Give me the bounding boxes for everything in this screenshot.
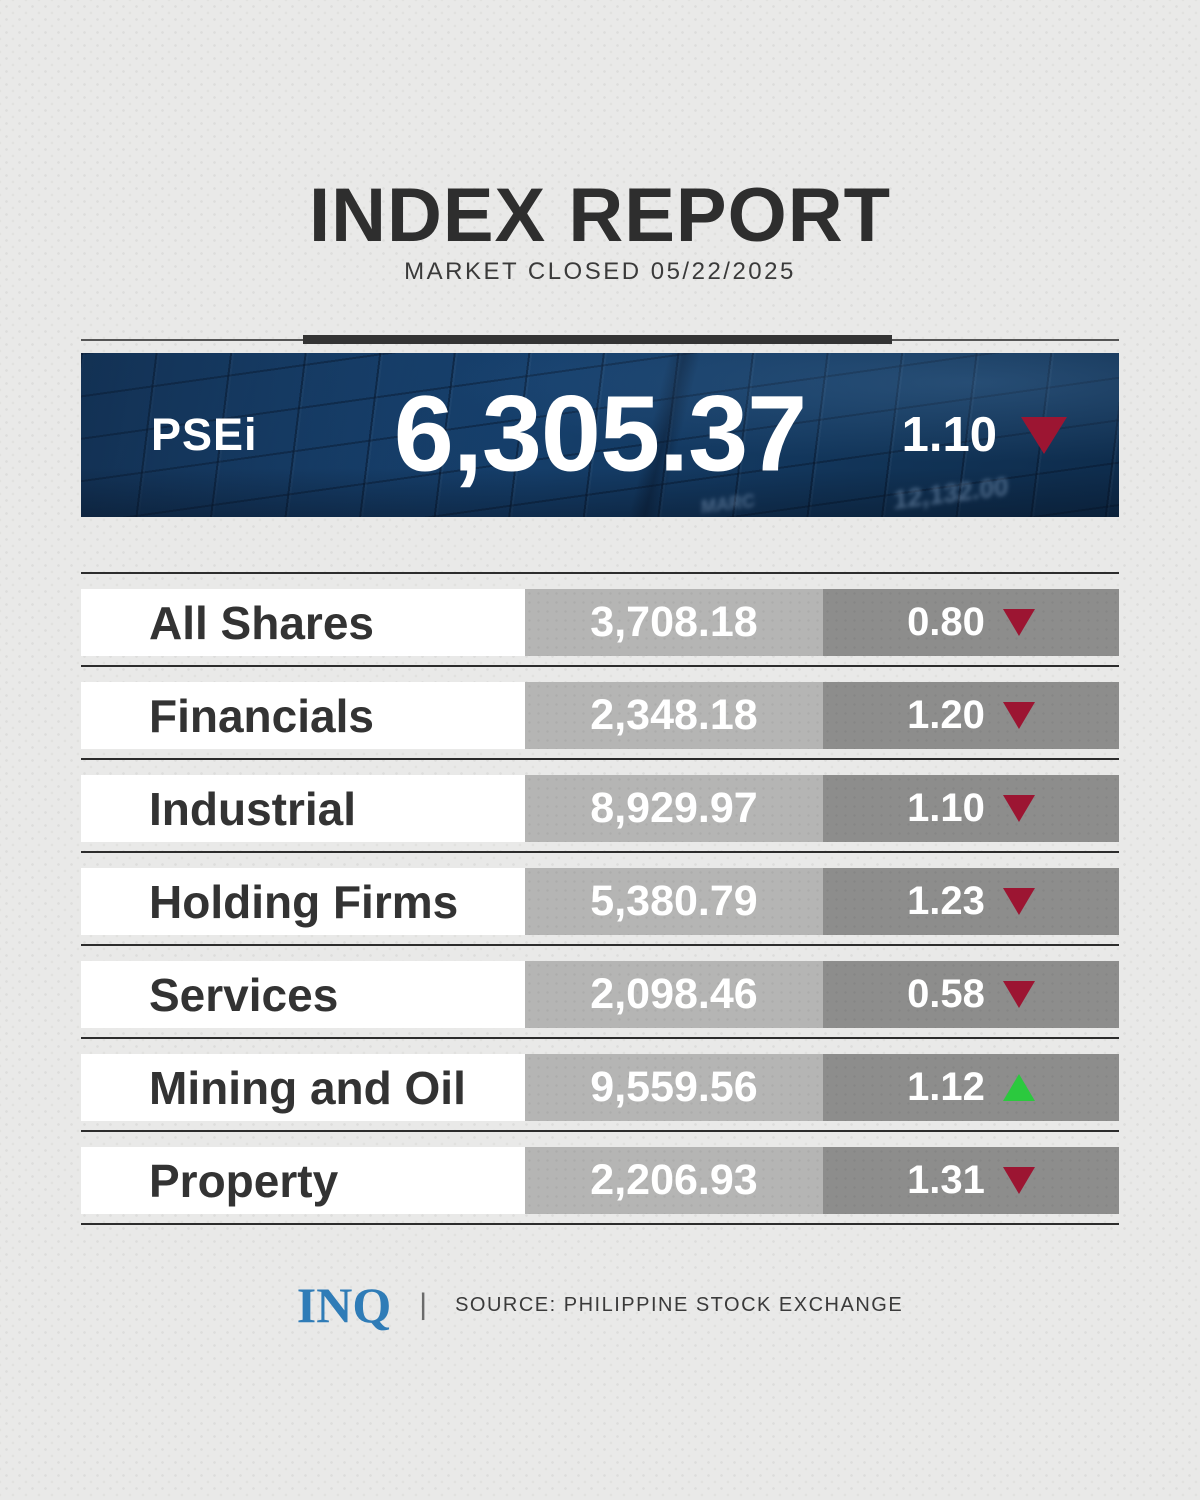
change-direction-icon — [1002, 981, 1035, 1008]
change-direction-icon — [1021, 416, 1067, 454]
row-separator — [81, 1130, 1119, 1132]
index-name: Financials — [149, 689, 374, 742]
row-separator — [81, 944, 1119, 946]
index-change-cell: 1.23 — [823, 868, 1119, 935]
index-value: 3,708.18 — [590, 598, 758, 646]
index-name-cell: Services — [81, 961, 525, 1028]
psei-label: PSEi — [151, 409, 258, 460]
index-change-cell: 1.31 — [823, 1147, 1119, 1214]
psei-change: 1.10 — [902, 407, 1067, 463]
index-name: Services — [149, 968, 339, 1021]
table-row: Holding Firms 5,380.79 1.23 — [81, 868, 1119, 935]
index-name-cell: Financials — [81, 682, 525, 749]
index-value: 2,206.93 — [590, 1156, 758, 1204]
row-separator — [81, 665, 1119, 667]
index-name: Holding Firms — [149, 875, 459, 928]
footer-divider: | — [419, 1288, 428, 1321]
row-separator — [81, 572, 1119, 574]
change-direction-icon — [1002, 702, 1035, 729]
index-change: 0.58 — [907, 972, 985, 1016]
page-title: INDEX REPORT — [308, 173, 892, 258]
change-direction-icon — [1002, 888, 1035, 915]
row-separator — [81, 758, 1119, 760]
table-row: Financials 2,348.18 1.20 — [81, 682, 1119, 749]
index-value: 5,380.79 — [590, 877, 758, 925]
index-value-cell: 9,559.56 — [525, 1054, 823, 1121]
index-change: 1.10 — [907, 786, 985, 830]
row-separator — [81, 1037, 1119, 1039]
index-value: 8,929.97 — [590, 784, 758, 832]
index-name: Industrial — [149, 782, 357, 835]
index-change: 1.23 — [907, 879, 985, 923]
index-value-cell: 2,348.18 — [525, 682, 823, 749]
index-name: Property — [149, 1154, 339, 1207]
index-name-cell: Industrial — [81, 775, 525, 842]
index-name: Mining and Oil — [149, 1061, 466, 1114]
header-accent-bar — [303, 335, 892, 344]
footer: INQ | SOURCE: PHILIPPINE STOCK EXCHANGE — [0, 1276, 1200, 1334]
table-row: Property 2,206.93 1.31 — [81, 1147, 1119, 1214]
index-name-cell: Mining and Oil — [81, 1054, 525, 1121]
index-name-cell: All Shares — [81, 589, 525, 656]
index-change: 1.12 — [907, 1065, 985, 1109]
index-change: 1.20 — [907, 693, 985, 737]
index-value: 2,098.46 — [590, 970, 758, 1018]
row-separator — [81, 1223, 1119, 1225]
index-value-cell: 2,206.93 — [525, 1147, 823, 1214]
table-row: Mining and Oil 9,559.56 1.12 — [81, 1054, 1119, 1121]
psei-banner: 12,132.00 MARC PSEi 6,305.37 1.10 — [81, 353, 1119, 517]
table-row: Industrial 8,929.97 1.10 — [81, 775, 1119, 842]
row-separator — [81, 851, 1119, 853]
change-direction-icon — [1002, 1074, 1035, 1101]
index-value: 9,559.56 — [590, 1063, 758, 1111]
index-change: 1.31 — [907, 1158, 985, 1202]
change-direction-icon — [1002, 609, 1035, 636]
index-change-cell: 1.10 — [823, 775, 1119, 842]
table-row: Services 2,098.46 0.58 — [81, 961, 1119, 1028]
index-change-cell: 1.12 — [823, 1054, 1119, 1121]
index-change-cell: 0.58 — [823, 961, 1119, 1028]
index-change-cell: 0.80 — [823, 589, 1119, 656]
table-row: All Shares 3,708.18 0.80 — [81, 589, 1119, 656]
change-direction-icon — [1002, 795, 1035, 822]
index-value-cell: 5,380.79 — [525, 868, 823, 935]
index-value: 2,348.18 — [590, 691, 758, 739]
index-value-cell: 8,929.97 — [525, 775, 823, 842]
index-name-cell: Property — [81, 1147, 525, 1214]
inq-logo: INQ — [296, 1277, 392, 1333]
index-name-cell: Holding Firms — [81, 868, 525, 935]
change-direction-icon — [1002, 1167, 1035, 1194]
index-change: 0.80 — [907, 600, 985, 644]
index-change-cell: 1.20 — [823, 682, 1119, 749]
index-value-cell: 3,708.18 — [525, 589, 823, 656]
index-name: All Shares — [149, 596, 374, 649]
source-text: SOURCE: PHILIPPINE STOCK EXCHANGE — [455, 1293, 904, 1316]
psei-change-value: 1.10 — [901, 408, 997, 462]
index-table: All Shares 3,708.18 0.80 Financials 2,34… — [81, 572, 1119, 1225]
index-value-cell: 2,098.46 — [525, 961, 823, 1028]
page-subtitle: MARKET CLOSED 05/22/2025 — [404, 258, 796, 285]
psei-value: 6,305.37 — [393, 372, 807, 494]
